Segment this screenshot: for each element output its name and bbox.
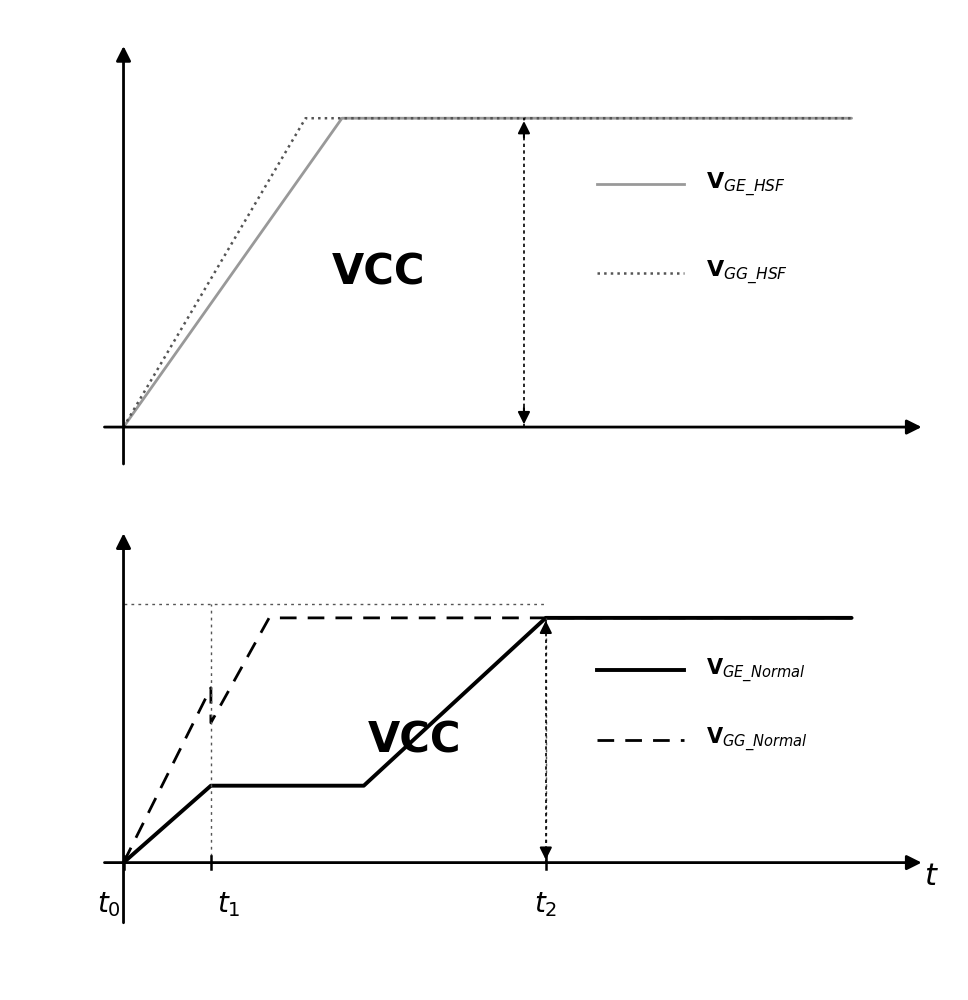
Text: $t_2$: $t_2$	[534, 890, 558, 919]
Text: VCC: VCC	[368, 719, 462, 761]
Text: VCC: VCC	[332, 252, 425, 294]
Text: $\mathbf{V}_{GG\_HSF}$: $\mathbf{V}_{GG\_HSF}$	[706, 258, 788, 287]
Text: $t_1$: $t_1$	[218, 890, 241, 919]
Text: $\mathbf{V}_{GG\_Normal}$: $\mathbf{V}_{GG\_Normal}$	[706, 726, 807, 754]
Text: $t_0$: $t_0$	[97, 890, 121, 919]
Text: $t$: $t$	[924, 862, 939, 891]
Text: $\mathbf{V}_{GE\_HSF}$: $\mathbf{V}_{GE\_HSF}$	[706, 170, 786, 199]
Text: $\mathbf{V}_{GE\_Normal}$: $\mathbf{V}_{GE\_Normal}$	[706, 656, 805, 685]
